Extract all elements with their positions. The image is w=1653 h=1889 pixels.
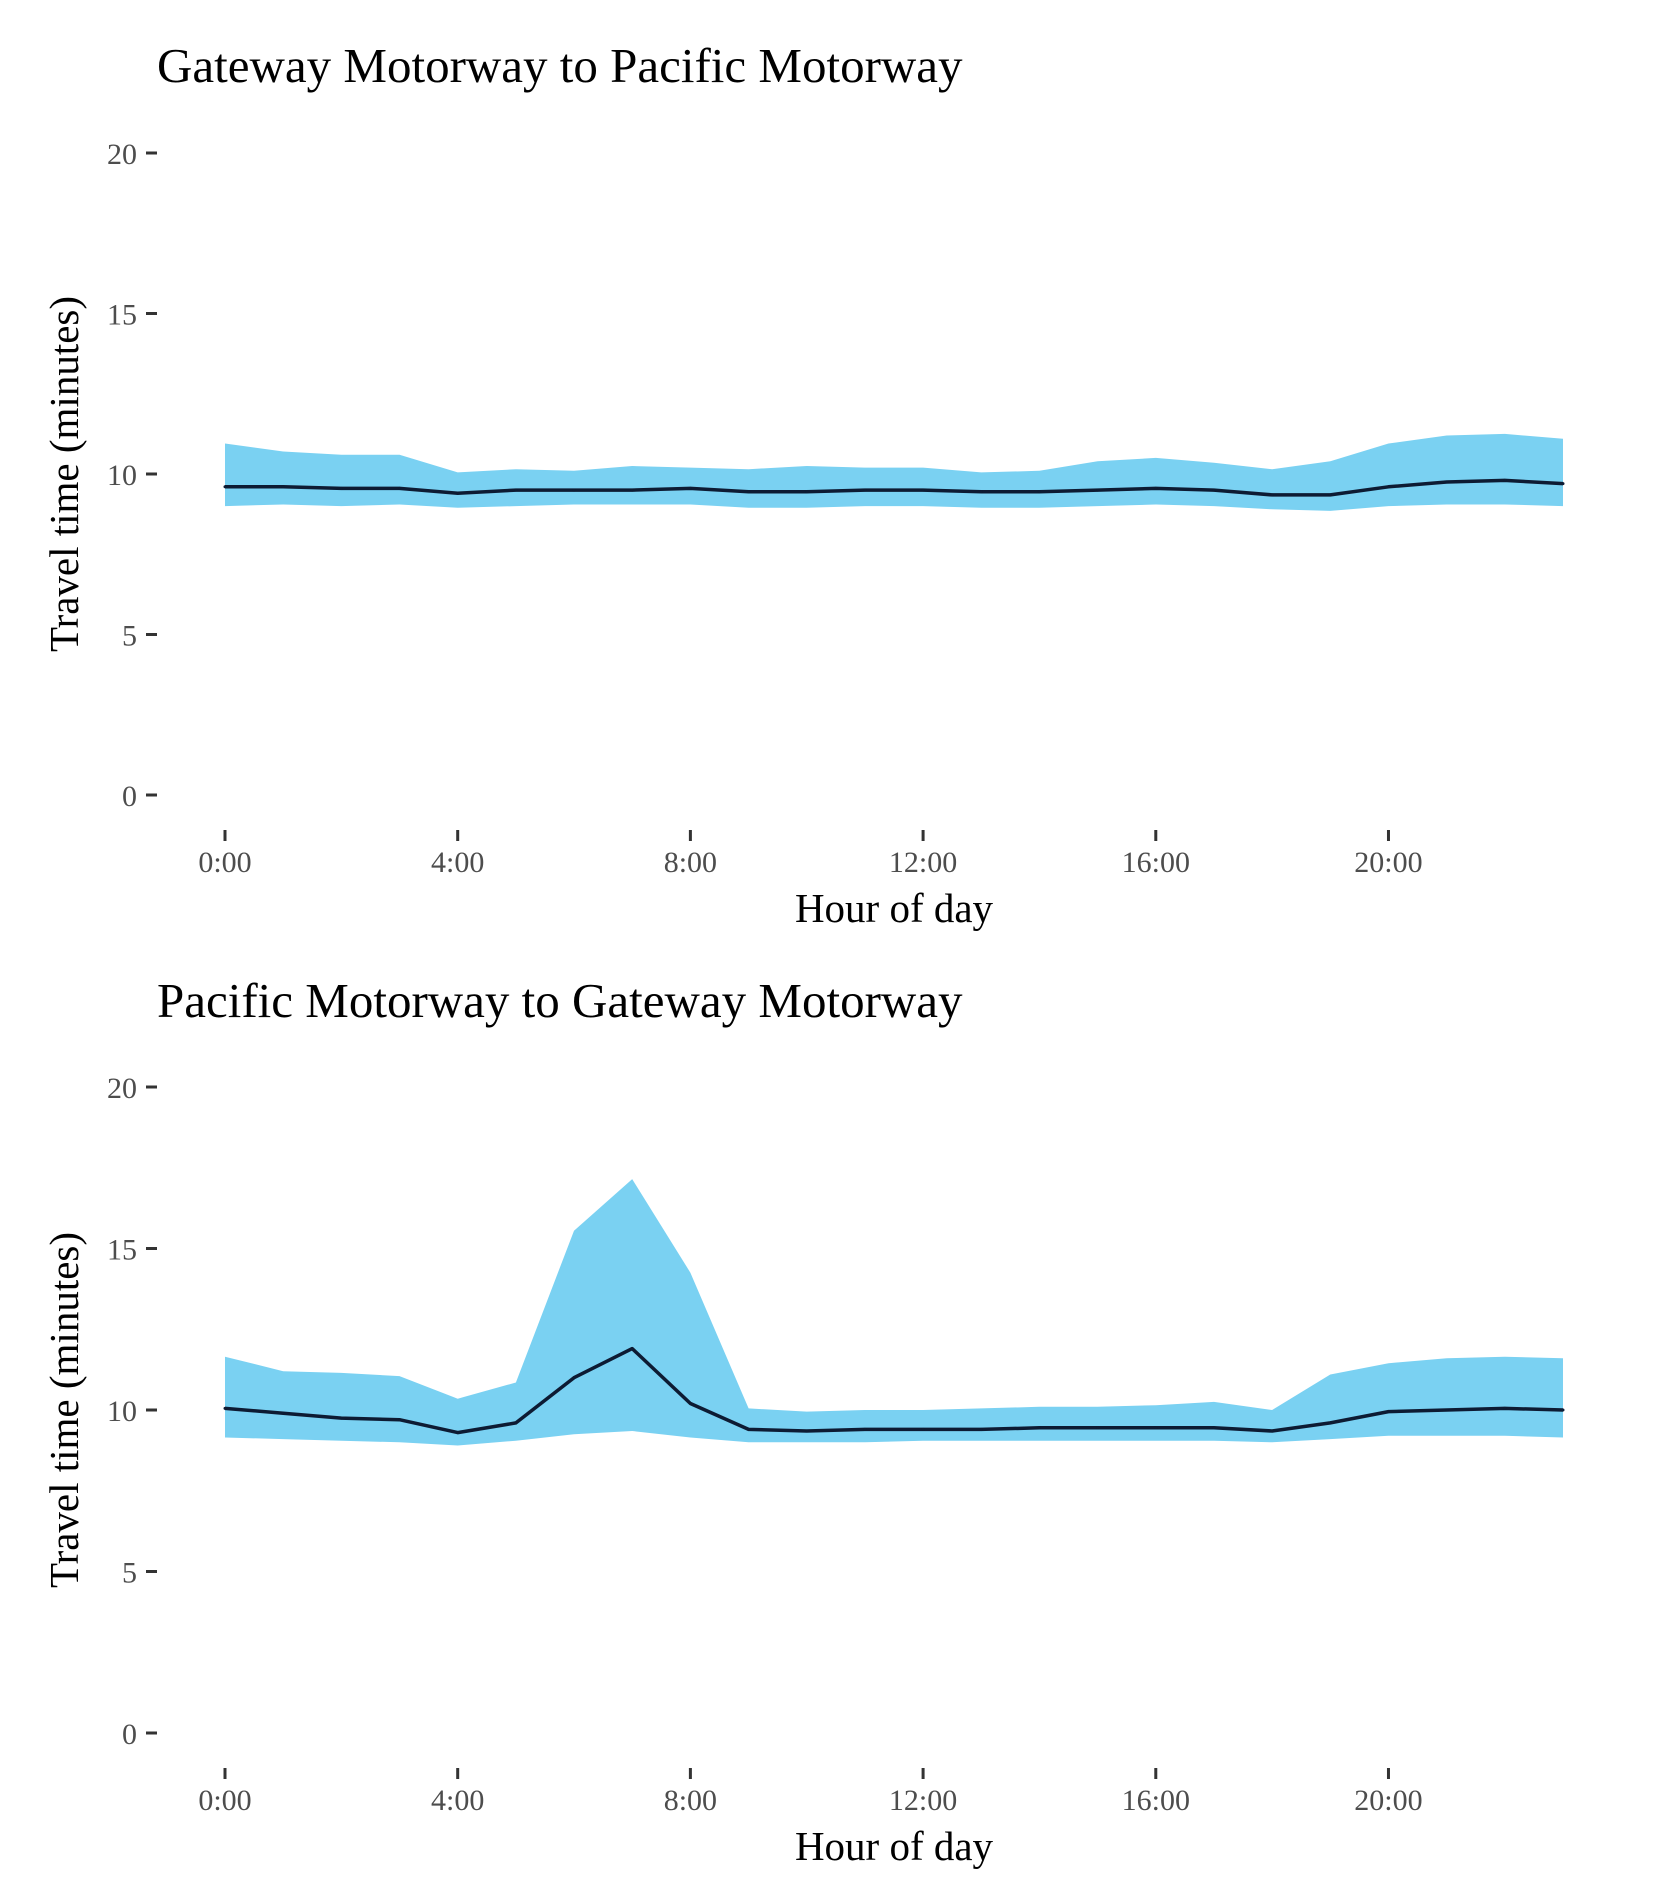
x-tick-label: 16:00 [1122, 1784, 1190, 1817]
x-tick-label: 8:00 [664, 846, 717, 879]
data-point [1096, 1426, 1100, 1430]
data-point [863, 488, 867, 492]
data-point [747, 1427, 751, 1431]
data-point [1387, 1410, 1390, 1414]
data-point [688, 486, 692, 490]
travel-time-line [225, 478, 1564, 497]
data-point [1445, 480, 1449, 484]
data-point [979, 490, 983, 494]
chart-title: Pacific Motorway to Gateway Motorway [157, 973, 963, 1028]
data-point [688, 1402, 692, 1405]
data-point [1270, 493, 1274, 497]
x-tick-label: 12:00 [889, 1784, 957, 1817]
data-point [1387, 485, 1390, 489]
chart-title: Gateway Motorway to Pacific Motorway [157, 38, 963, 93]
data-point [1212, 488, 1216, 492]
x-axis-label: Hour of day [795, 885, 994, 931]
y-axis-label: Travel time (minutes) [41, 296, 87, 652]
confidence-band [225, 433, 1563, 511]
chart-panel-2: Pacific Motorway to Gateway Motorway Trav… [41, 973, 1565, 1869]
data-point [921, 488, 925, 492]
x-tick-label: 12:00 [889, 846, 957, 879]
data-point [805, 490, 809, 494]
x-tick-label: 20:00 [1354, 1784, 1422, 1817]
x-tick-label: 16:00 [1122, 846, 1190, 879]
y-tick-label: 0 [122, 1718, 137, 1751]
data-point [223, 1406, 227, 1410]
data-point [339, 486, 343, 490]
data-point [1154, 1426, 1158, 1430]
y-tick-label: 10 [107, 1395, 137, 1428]
data-point [281, 485, 285, 489]
data-point [921, 1427, 925, 1431]
data-point [1037, 1426, 1041, 1430]
data-point [514, 488, 518, 492]
data-point [514, 1421, 518, 1425]
data-point [1096, 488, 1100, 492]
data-point [863, 1427, 867, 1431]
data-point [1037, 490, 1041, 494]
x-tick-label: 0:00 [198, 1784, 251, 1817]
data-point [1212, 1426, 1216, 1430]
data-point [805, 1429, 809, 1433]
data-point [630, 1347, 634, 1351]
data-point [398, 486, 401, 490]
x-tick-label: 20:00 [1354, 846, 1422, 879]
y-tick-label: 20 [107, 138, 137, 171]
x-tick-label: 4:00 [431, 1784, 484, 1817]
data-point [1328, 493, 1332, 497]
y-tick-label: 20 [107, 1072, 137, 1105]
data-point [979, 1427, 983, 1431]
data-point [456, 491, 460, 495]
y-tick-label: 0 [122, 780, 137, 813]
travel-time-line [224, 1346, 1564, 1435]
data-point [339, 1416, 343, 1420]
data-point [1328, 1421, 1332, 1425]
confidence-band [225, 1179, 1563, 1446]
y-tick-label: 5 [122, 620, 137, 653]
data-point [1561, 482, 1565, 486]
y-tick-label: 15 [107, 1234, 137, 1267]
data-point [630, 488, 634, 492]
data-point [1270, 1429, 1274, 1433]
x-tick-label: 0:00 [198, 846, 251, 879]
y-tick-label: 5 [122, 1557, 137, 1590]
y-tick-label: 10 [107, 459, 137, 492]
data-point [398, 1418, 401, 1422]
data-point [1503, 1406, 1507, 1410]
data-point [572, 488, 576, 492]
chart-panels: Gateway Motorway to Pacific Motorway Trav… [41, 38, 1565, 1869]
data-point [1561, 1408, 1565, 1412]
data-point [223, 485, 227, 489]
chart-panel-1: Gateway Motorway to Pacific Motorway Trav… [41, 38, 1565, 931]
data-point [281, 1411, 285, 1415]
y-tick-label: 15 [107, 299, 137, 332]
data-point [572, 1376, 576, 1380]
y-axis-label: Travel time (minutes) [41, 1232, 87, 1588]
x-axis-label: Hour of day [795, 1823, 994, 1869]
data-point [1154, 486, 1158, 490]
x-tick-label: 8:00 [664, 1784, 717, 1817]
data-point [1503, 478, 1507, 482]
data-point [1445, 1408, 1449, 1412]
data-point [456, 1431, 460, 1435]
x-tick-label: 4:00 [431, 846, 484, 879]
data-point [747, 490, 751, 494]
